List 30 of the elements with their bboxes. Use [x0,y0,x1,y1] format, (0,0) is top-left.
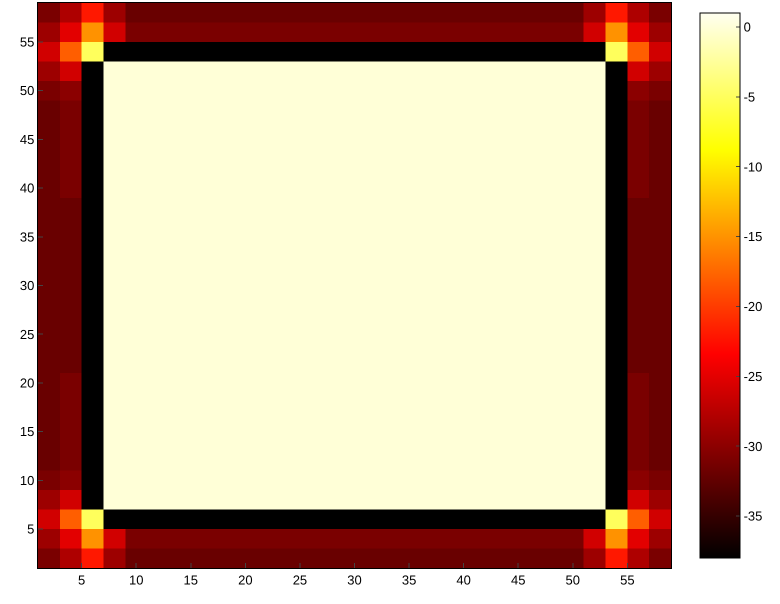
x-tick-label: 35 [402,572,416,588]
color-bar-label: -35 [744,508,762,524]
y-tick-label: 50 [20,83,34,98]
x-tick-label: 55 [620,572,635,588]
x-tick-label: 10 [128,572,144,588]
x-tick-label: 20 [238,572,253,588]
x-tick-label: 30 [347,572,362,588]
y-tick-label: 45 [20,132,34,147]
y-tick-label: 35 [20,229,34,244]
color-bar-label: -15 [744,229,762,244]
y-tick-label: 25 [20,326,34,342]
color-bar-label: -30 [744,438,762,454]
color-bar-label: -25 [744,368,762,384]
color-bar-label: 0 [744,20,751,35]
color-bar-label: -20 [744,299,762,314]
y-tick-label: 55 [20,34,34,50]
y-tick-label: 20 [20,375,34,390]
x-tick-label: 25 [292,572,308,588]
color-bar-label: -5 [744,89,756,104]
y-tick-label: 5 [27,522,34,537]
y-tick-label: 30 [20,278,34,294]
x-tick-label: 40 [456,572,471,588]
x-tick-label: 5 [78,572,86,588]
y-tick-label: 40 [20,180,34,196]
y-tick-label: 10 [20,472,34,488]
x-tick-label: 45 [510,572,526,588]
color-bar-label: -10 [744,159,762,174]
x-tick-label: 50 [566,572,580,588]
x-tick-label: 15 [184,572,198,588]
y-tick-label: 15 [20,424,34,440]
